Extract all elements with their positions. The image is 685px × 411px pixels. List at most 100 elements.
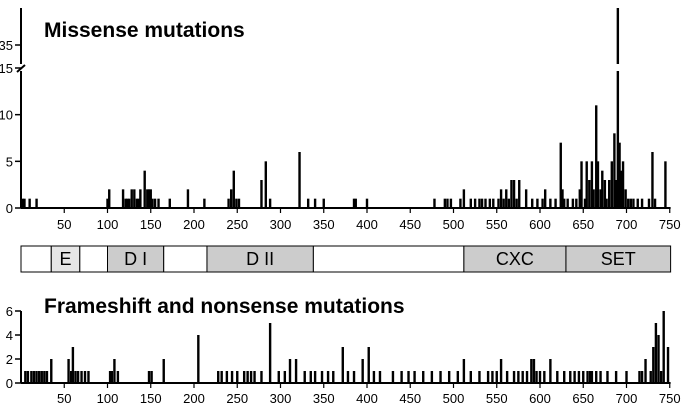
frameshift-bar (606, 371, 609, 383)
frameshift-bar (582, 371, 585, 383)
missense-bar (147, 189, 151, 208)
frameshift-bar (495, 371, 498, 383)
frameshift-bar (110, 371, 114, 383)
missense-bar (469, 198, 472, 208)
frameshift-bar (517, 371, 520, 383)
frameshift-x-tick-label: 500 (443, 391, 465, 406)
missense-bar (499, 189, 503, 208)
frameshift-x-tick-label: 100 (97, 391, 119, 406)
missense-bar (608, 180, 611, 208)
domain-label: E (60, 249, 72, 269)
missense-bar (590, 161, 594, 208)
missense-bar (585, 161, 588, 208)
missense-bar (613, 133, 616, 208)
missense-x-tick-label: 50 (57, 217, 71, 232)
missense-bar (596, 161, 600, 208)
frameshift-bar (341, 347, 344, 383)
frameshift-bar (549, 359, 552, 383)
frameshift-x-tick-label: 50 (57, 391, 71, 406)
missense-bar (443, 198, 447, 208)
missense-bar (588, 180, 591, 208)
frameshift-bar (422, 371, 425, 383)
missense-bar (549, 198, 552, 208)
domain-segment (20, 245, 52, 273)
missense-bar (497, 198, 500, 208)
missense-bar (313, 198, 317, 208)
frameshift-bar (313, 371, 317, 383)
frameshift-bar (563, 371, 566, 383)
frameshift-y-tick-label: 6 (6, 304, 13, 319)
missense-bar (610, 161, 613, 208)
missense-bar (139, 189, 142, 208)
frameshift-bar (538, 371, 542, 383)
frameshift-bar (260, 371, 263, 383)
missense-bar (595, 105, 598, 208)
missense-bar (502, 198, 505, 208)
domain-segment (163, 245, 208, 273)
frameshift-bar (361, 359, 364, 383)
missense-bar (23, 198, 26, 208)
missense-bar (616, 71, 620, 208)
missense-bar (473, 198, 477, 208)
missense-bar (484, 198, 487, 208)
frameshift-bar (67, 359, 70, 383)
frameshift-bar (277, 371, 280, 383)
frameshift-bar (26, 371, 30, 383)
frameshift-bar (638, 371, 641, 383)
domain-label: D I (124, 249, 147, 269)
frameshift-bar (230, 371, 234, 383)
frameshift-bar (116, 371, 120, 383)
frameshift-bar (147, 371, 151, 383)
missense-bar (614, 180, 618, 208)
frameshift-bar (586, 371, 589, 383)
domain-label: D II (246, 249, 274, 269)
frameshift-bar (447, 371, 451, 383)
missense-bar (108, 189, 111, 208)
domain-segment (312, 245, 465, 273)
missense-bar (235, 198, 238, 208)
missense-bar (227, 198, 230, 208)
missense-bar (268, 198, 272, 208)
frameshift-bar (391, 371, 395, 383)
frameshift-bar (569, 371, 572, 383)
missense-bar (137, 198, 140, 208)
frameshift-bar (469, 371, 472, 383)
frameshift-bar (35, 371, 38, 383)
frameshift-bar (654, 323, 658, 383)
missense-bar (632, 198, 635, 208)
missense-y-tick-label: 10 (0, 108, 13, 123)
missense-bar (124, 198, 127, 208)
missense-bar (106, 198, 109, 208)
frameshift-bar (242, 371, 246, 383)
frameshift-bar (50, 359, 53, 383)
domain-label: SET (601, 249, 636, 269)
frameshift-bar (283, 371, 287, 383)
frameshift-bar (150, 371, 153, 383)
frameshift-x-tick-label: 250 (226, 391, 248, 406)
frameshift-bar (512, 371, 516, 383)
missense-y-tick-label: 0 (6, 201, 13, 216)
frameshift-bar (108, 371, 112, 383)
frameshift-bar (372, 371, 376, 383)
frameshift-bar (71, 347, 75, 383)
frameshift-bar (24, 371, 27, 383)
missense-bar (605, 198, 608, 208)
frameshift-bar (43, 371, 46, 383)
missense-x-tick-label: 750 (659, 217, 681, 232)
domain-bar: E D I D II CXC SET (20, 245, 672, 273)
frameshift-bar (40, 371, 43, 383)
frameshift-bar (556, 371, 559, 383)
missense-bar (618, 142, 621, 208)
missense-bar (603, 180, 607, 208)
frameshift-bar (430, 371, 434, 383)
frameshift-bar (268, 323, 272, 383)
missense-bar (620, 170, 623, 208)
frameshift-bar (599, 371, 602, 383)
domain-label: CXC (496, 249, 534, 269)
missense-bar (260, 180, 263, 208)
missense-bar (653, 198, 657, 208)
missense-bar (232, 170, 235, 208)
missense-bar (561, 189, 564, 208)
missense-bar (151, 198, 154, 208)
